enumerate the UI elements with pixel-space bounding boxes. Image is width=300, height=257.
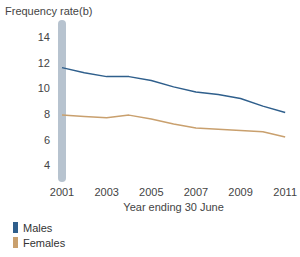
svg-text:10: 10	[38, 82, 50, 94]
svg-text:Males: Males	[23, 222, 53, 234]
svg-text:Year ending 30 June: Year ending 30 June	[123, 201, 224, 213]
svg-text:8: 8	[44, 108, 50, 120]
svg-text:12: 12	[38, 57, 50, 69]
svg-text:6: 6	[44, 134, 50, 146]
svg-text:Frequency rate(b): Frequency rate(b)	[5, 5, 92, 17]
svg-text:4: 4	[44, 159, 50, 171]
svg-text:Females: Females	[23, 237, 66, 249]
svg-text:2011: 2011	[273, 186, 297, 198]
svg-text:2009: 2009	[228, 186, 252, 198]
svg-text:2003: 2003	[94, 186, 118, 198]
svg-text:14: 14	[38, 31, 50, 43]
svg-text:2005: 2005	[139, 186, 163, 198]
svg-text:2001: 2001	[50, 186, 74, 198]
svg-text:2007: 2007	[184, 186, 208, 198]
